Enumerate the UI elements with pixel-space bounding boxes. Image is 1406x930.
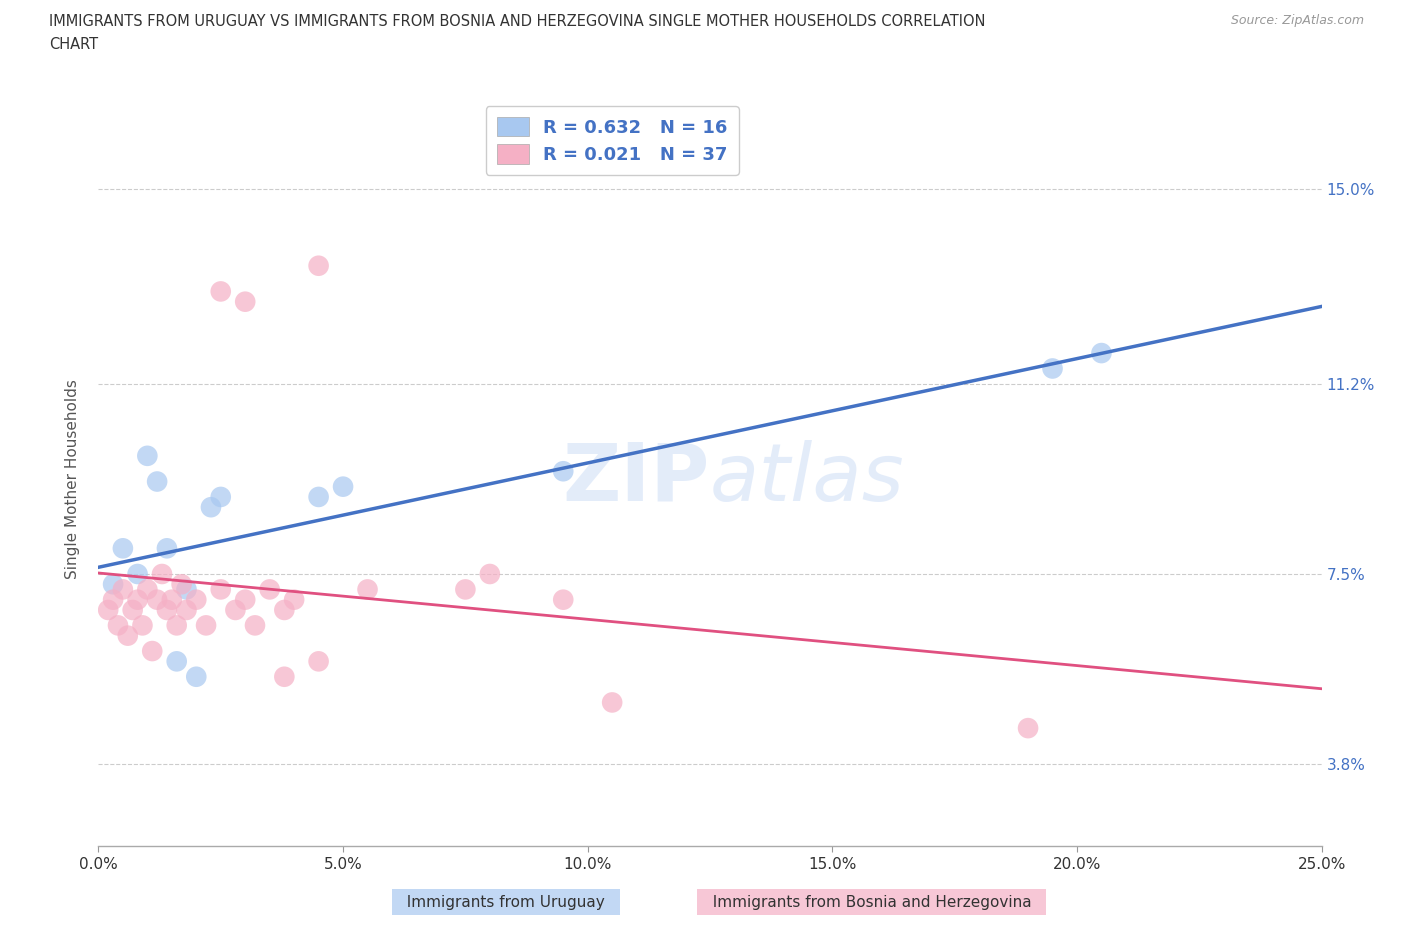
Point bbox=[97, 603, 120, 618]
Point bbox=[1042, 361, 1064, 376]
Point bbox=[107, 618, 129, 632]
Text: CHART: CHART bbox=[49, 37, 98, 52]
Point bbox=[553, 464, 575, 479]
Text: ZIP: ZIP bbox=[562, 440, 710, 518]
Point bbox=[273, 603, 295, 618]
Point bbox=[283, 592, 305, 607]
Point bbox=[101, 577, 124, 591]
Point bbox=[600, 695, 623, 710]
Point bbox=[127, 566, 149, 581]
Point bbox=[200, 499, 222, 514]
Point bbox=[150, 566, 173, 581]
Point bbox=[209, 489, 232, 504]
Point bbox=[478, 566, 501, 581]
Point bbox=[160, 592, 183, 607]
Point bbox=[243, 618, 266, 632]
Point bbox=[156, 603, 179, 618]
Point bbox=[127, 592, 149, 607]
Point bbox=[209, 582, 232, 597]
Point bbox=[553, 592, 575, 607]
Point bbox=[308, 259, 330, 273]
Point bbox=[224, 603, 246, 618]
Point bbox=[1017, 721, 1039, 736]
Point bbox=[111, 541, 134, 556]
Point bbox=[308, 654, 330, 669]
Point bbox=[166, 618, 188, 632]
Point bbox=[308, 489, 330, 504]
Point bbox=[146, 592, 169, 607]
Text: IMMIGRANTS FROM URUGUAY VS IMMIGRANTS FROM BOSNIA AND HERZEGOVINA SINGLE MOTHER : IMMIGRANTS FROM URUGUAY VS IMMIGRANTS FR… bbox=[49, 14, 986, 29]
Point bbox=[166, 654, 188, 669]
Point bbox=[136, 448, 159, 463]
Point bbox=[176, 603, 198, 618]
Point bbox=[186, 670, 208, 684]
Text: Immigrants from Uruguay: Immigrants from Uruguay bbox=[398, 895, 614, 910]
Point bbox=[170, 577, 193, 591]
Text: atlas: atlas bbox=[710, 440, 905, 518]
Text: Source: ZipAtlas.com: Source: ZipAtlas.com bbox=[1230, 14, 1364, 27]
Point bbox=[195, 618, 218, 632]
Point bbox=[111, 582, 134, 597]
Point bbox=[1090, 346, 1112, 361]
Point bbox=[156, 541, 179, 556]
Point bbox=[332, 479, 354, 494]
Point bbox=[454, 582, 477, 597]
Point bbox=[186, 592, 208, 607]
Point bbox=[233, 294, 256, 309]
Point bbox=[209, 284, 232, 299]
Point bbox=[101, 592, 124, 607]
Point bbox=[233, 592, 256, 607]
Point bbox=[121, 603, 143, 618]
Point bbox=[141, 644, 163, 658]
Point bbox=[136, 582, 159, 597]
Point bbox=[176, 582, 198, 597]
Point bbox=[259, 582, 281, 597]
Point bbox=[117, 628, 139, 643]
Point bbox=[146, 474, 169, 489]
Point bbox=[356, 582, 378, 597]
Point bbox=[273, 670, 295, 684]
Text: Immigrants from Bosnia and Herzegovina: Immigrants from Bosnia and Herzegovina bbox=[703, 895, 1040, 910]
Y-axis label: Single Mother Households: Single Mother Households bbox=[65, 379, 80, 578]
Legend: R = 0.632   N = 16, R = 0.021   N = 37: R = 0.632 N = 16, R = 0.021 N = 37 bbox=[485, 106, 738, 175]
Point bbox=[131, 618, 153, 632]
